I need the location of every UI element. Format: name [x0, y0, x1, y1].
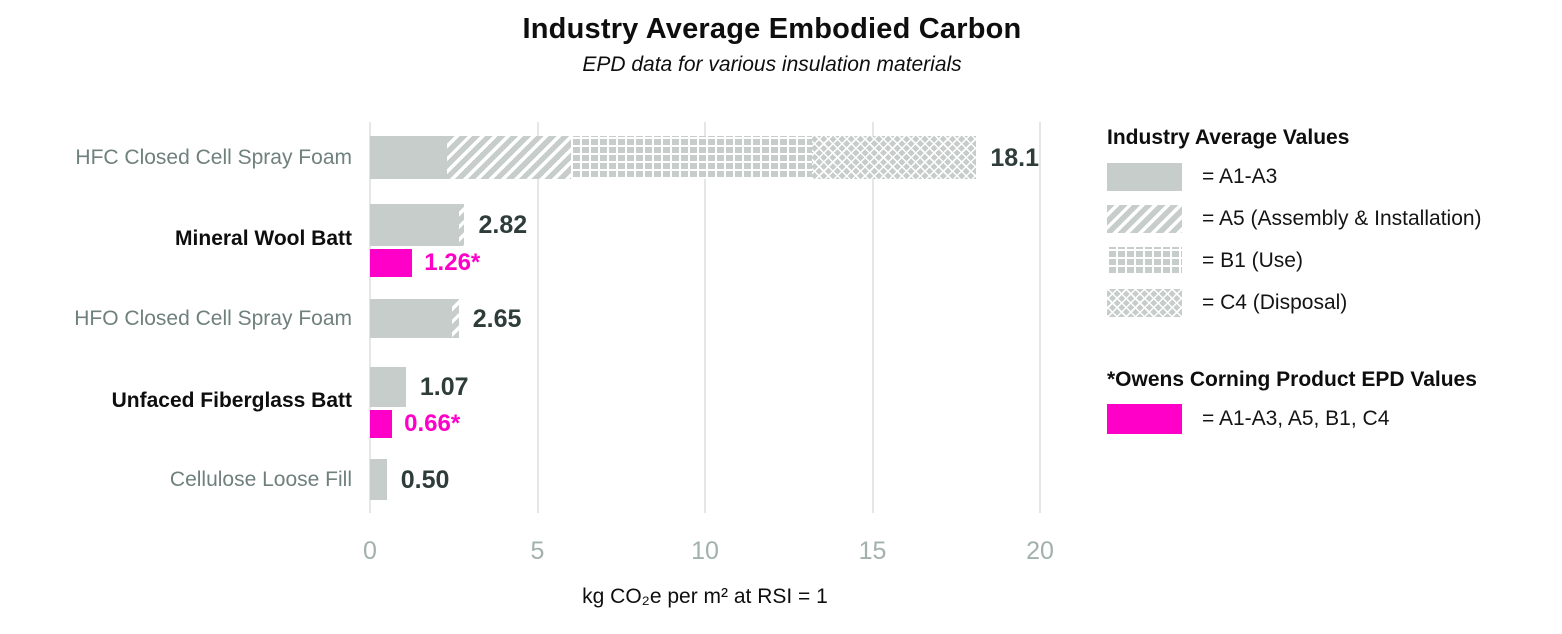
legend-swatch-solid — [1107, 163, 1182, 191]
gridline-10 — [704, 122, 706, 513]
legend-item-label: = A1-A3, A5, B1, C4 — [1202, 407, 1390, 430]
owens-corning-bar — [370, 249, 413, 277]
category-label: Unfaced Fiberglass Batt — [111, 388, 352, 412]
chart-header: Industry Average Embodied Carbon EPD dat… — [0, 13, 1544, 77]
owens-corning-value-label: 1.26* — [424, 249, 481, 276]
legend-item-label: = C4 (Disposal) — [1202, 291, 1348, 314]
legend-item-owens-corning: = A1-A3, A5, B1, C4 — [1107, 404, 1553, 434]
x-tick-5: 5 — [530, 537, 545, 565]
legend-item-solid: = A1-A3 — [1107, 163, 1553, 191]
legend-swatch-magenta — [1107, 404, 1182, 434]
industry-value-label: 0.50 — [400, 465, 450, 494]
legend-swatch-weave — [1107, 289, 1182, 317]
industry-bar — [370, 367, 406, 407]
legend-item-label: = B1 (Use) — [1202, 249, 1303, 272]
bar-segment-a1-a3 — [370, 459, 387, 500]
legend: Industry Average Values = A1-A3 = A5 (Ass… — [1107, 126, 1553, 447]
legend-item-grid: = B1 (Use) — [1107, 247, 1553, 275]
legend-swatch-grid — [1107, 247, 1182, 275]
industry-bar — [370, 204, 465, 246]
legend-item-label: = A1-A3 — [1202, 165, 1278, 188]
bar-segment-a5 — [459, 204, 465, 246]
category-label: Cellulose Loose Fill — [169, 467, 352, 491]
bar-segment-a1-a3 — [370, 136, 448, 179]
industry-value-label: 1.07 — [419, 373, 469, 401]
x-tick-10: 10 — [691, 537, 719, 565]
bar-segment-b1 — [570, 136, 813, 179]
industry-value-label: 18.1 — [990, 143, 1040, 172]
x-tick-20: 20 — [1026, 537, 1054, 565]
owens-corning-value-label: 0.66* — [404, 410, 461, 437]
bar-segment-a1-a3 — [370, 299, 453, 338]
category-label: HFC Closed Cell Spray Foam — [75, 145, 352, 169]
chart-subtitle: EPD data for various insulation material… — [582, 53, 962, 76]
bar-segment-a1-a3 — [370, 204, 460, 246]
industry-value-label: 2.65 — [472, 304, 522, 333]
industry-bar — [370, 136, 977, 179]
x-tick-0: 0 — [363, 537, 377, 565]
legend-item-label: = A5 (Assembly & Installation) — [1202, 207, 1482, 230]
industry-bar — [370, 459, 387, 500]
gridline-20 — [1039, 122, 1041, 513]
legend-industry-title: Industry Average Values — [1107, 126, 1350, 149]
x-tick-15: 15 — [858, 537, 887, 565]
industry-bar — [370, 299, 459, 338]
legend-item-weave: = C4 (Disposal) — [1107, 289, 1553, 317]
x-axis-label: kg CO₂e per m² at RSI = 1 — [582, 585, 828, 608]
legend-item-diagonal: = A5 (Assembly & Installation) — [1107, 205, 1553, 233]
owens-corning-bar — [370, 410, 393, 438]
legend-owens-corning-title: *Owens Corning Product EPD Values — [1107, 368, 1477, 391]
category-label: HFO Closed Cell Spray Foam — [74, 306, 352, 330]
bar-segment-a5 — [447, 136, 571, 179]
legend-industry-items: = A1-A3 = A5 (Assembly & Installation) = B… — [1107, 163, 1553, 317]
gridline-5 — [536, 122, 539, 513]
chart-title: Industry Average Embodied Carbon — [522, 13, 1022, 45]
industry-value-label: 2.82 — [478, 211, 528, 239]
legend-owens-corning-items: = A1-A3, A5, B1, C4 — [1107, 404, 1553, 434]
gridline-15 — [871, 122, 874, 513]
bar-segment-a5 — [452, 299, 459, 338]
category-label: Mineral Wool Batt — [175, 226, 352, 250]
legend-swatch-diagonal — [1107, 205, 1182, 233]
bar-segment-a1-a3 — [370, 367, 406, 407]
bar-segment-c4 — [812, 136, 977, 179]
